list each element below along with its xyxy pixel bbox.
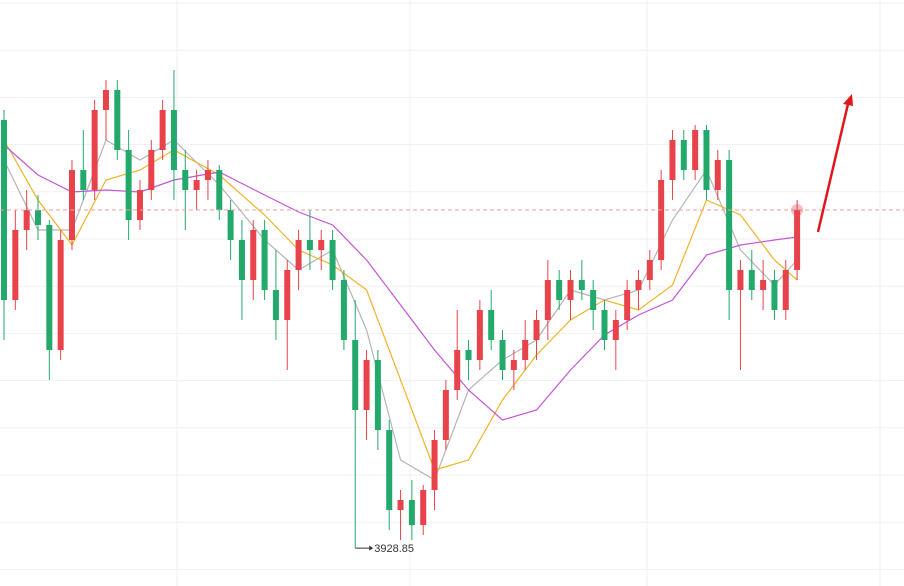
candle-body (635, 280, 642, 290)
candle-body (420, 490, 427, 525)
candle-body (57, 240, 64, 350)
candle-body (46, 225, 53, 350)
candle-body (216, 170, 223, 210)
candle-body (771, 280, 778, 310)
candle-body (714, 160, 721, 190)
candle-body (284, 270, 291, 320)
low-pointer-head (369, 545, 374, 551)
candle-body (204, 170, 211, 180)
candle-body (578, 280, 585, 290)
last-price-glow (791, 204, 804, 216)
candle-body (465, 350, 472, 360)
candle-body (454, 350, 461, 390)
moving-averages (3, 139, 798, 481)
candle-body (669, 140, 676, 180)
candle-body (170, 110, 177, 170)
candle-body (182, 170, 189, 190)
candle-body (68, 170, 75, 240)
candle-body (272, 290, 279, 320)
candle-body (34, 210, 41, 225)
candle-body (238, 240, 245, 280)
candle-body (125, 150, 132, 220)
candle-body (159, 110, 166, 150)
candle-body (80, 170, 87, 190)
candle-body (431, 440, 438, 490)
candle-body (442, 390, 449, 440)
candle-body (522, 340, 529, 360)
candle-body (726, 160, 733, 290)
candle-body (295, 240, 302, 270)
candle-body (318, 240, 325, 250)
candle-body (794, 210, 801, 270)
candle-body (601, 310, 608, 340)
candle-body (261, 230, 268, 290)
candle-body (748, 270, 755, 290)
candle-body (612, 320, 619, 340)
candle-body (567, 280, 574, 300)
candle-body (136, 190, 143, 220)
candle-body (193, 180, 200, 190)
candle-body (352, 340, 359, 410)
moving-average-line (3, 139, 798, 481)
candle-body (91, 110, 98, 190)
candle-body (544, 280, 551, 320)
candle-body (680, 140, 687, 170)
candle-body (386, 430, 393, 510)
candle-body (533, 320, 540, 340)
candle-body (12, 230, 19, 300)
candles: 3928.85 (0, 70, 904, 555)
trend-arrow (816, 103, 850, 233)
candle-body (737, 270, 744, 290)
candle-body (760, 280, 767, 290)
candle-body (556, 280, 563, 300)
candle-body (329, 240, 336, 280)
candle-body (488, 310, 495, 340)
candle-body (510, 360, 517, 370)
candle-body (250, 230, 257, 280)
candle-body (692, 130, 699, 170)
candle-body (102, 90, 109, 110)
candle-body (340, 280, 347, 340)
moving-average-line (3, 139, 798, 471)
low-label: 3928.85 (374, 543, 414, 555)
candle-body (148, 150, 155, 190)
candle-body (624, 290, 631, 320)
candle-body (306, 240, 313, 250)
candle-body (476, 310, 483, 360)
candle-body (590, 290, 597, 310)
candle-body (499, 340, 506, 370)
candle-body (646, 260, 653, 280)
candle-body (408, 500, 415, 525)
trend-arrow-head (843, 94, 853, 106)
moving-average-line (3, 144, 798, 421)
candle-body (658, 180, 665, 260)
candle-body (782, 270, 789, 310)
candle-body (374, 360, 381, 430)
candle-body (227, 210, 234, 240)
candle-body (397, 500, 404, 510)
candle-body (114, 90, 121, 150)
candle-body (23, 210, 30, 230)
candle-body (703, 130, 710, 190)
candle-body (363, 360, 370, 410)
